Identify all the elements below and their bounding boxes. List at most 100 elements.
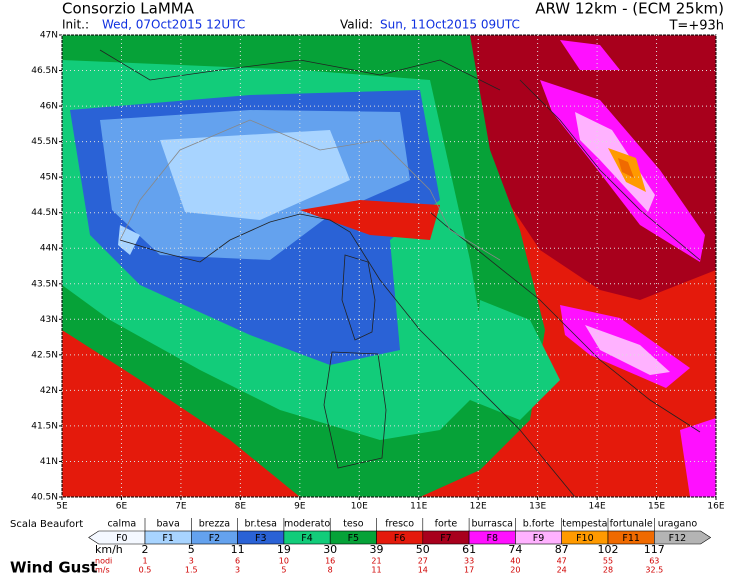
ms-value: 14 bbox=[418, 566, 428, 575]
gust-area bbox=[575, 112, 655, 212]
knots-value: 21 bbox=[371, 557, 381, 566]
ms-value: 32.5 bbox=[645, 566, 663, 575]
knots-value: 55 bbox=[603, 557, 613, 566]
lat-label: 41N bbox=[40, 457, 58, 467]
force-label: F8 bbox=[486, 533, 498, 544]
border-line bbox=[119, 119, 501, 261]
knots-value: 3 bbox=[189, 557, 194, 566]
lat-label: 44N bbox=[40, 244, 58, 254]
coastline bbox=[323, 351, 387, 469]
class-name: bava bbox=[157, 519, 180, 530]
gust-area bbox=[680, 418, 716, 497]
lead-time: T=+93h bbox=[668, 19, 724, 34]
knots-value: 16 bbox=[325, 557, 335, 566]
lon-label: 14E bbox=[589, 502, 606, 512]
valid-label: Valid: bbox=[340, 18, 373, 32]
class-name: uragano bbox=[658, 519, 698, 530]
class-name: forte bbox=[435, 519, 458, 530]
ms-value: 1.5 bbox=[185, 566, 198, 575]
coastline bbox=[429, 211, 701, 433]
kmh-value: 30 bbox=[323, 543, 337, 556]
ms-label: m/s bbox=[95, 566, 110, 575]
knots-label: nodi bbox=[95, 557, 112, 566]
coastline bbox=[519, 79, 701, 261]
lat-label: 42N bbox=[40, 386, 58, 396]
lon-label: 6E bbox=[116, 502, 128, 512]
kmh-value: 50 bbox=[416, 543, 430, 556]
knots-value: 6 bbox=[235, 557, 240, 566]
lon-label: 10E bbox=[351, 502, 368, 512]
force-label: F11 bbox=[622, 533, 640, 544]
lat-label: 47N bbox=[40, 31, 58, 41]
lat-label: 42.5N bbox=[31, 350, 58, 360]
gust-area bbox=[585, 325, 670, 375]
lon-label: 16E bbox=[707, 502, 724, 512]
scale-label: Scala Beaufort bbox=[10, 519, 83, 530]
gust-area bbox=[470, 300, 560, 420]
ms-value: 0.5 bbox=[139, 566, 152, 575]
knots-value: 27 bbox=[418, 557, 428, 566]
gust-area bbox=[620, 60, 716, 120]
kmh-value: 102 bbox=[598, 543, 619, 556]
ms-value: 8 bbox=[328, 566, 333, 575]
kmh-value: 5 bbox=[188, 543, 195, 556]
kmh-value: 39 bbox=[370, 543, 384, 556]
ms-value: 24 bbox=[557, 566, 567, 575]
lat-label: 46.5N bbox=[31, 66, 58, 76]
valid-date: Sun, 11Oct2015 09UTC bbox=[380, 18, 520, 32]
lon-label: 9E bbox=[294, 502, 306, 512]
map bbox=[59, 34, 717, 500]
knots-value: 1 bbox=[142, 557, 147, 566]
class-name: fortunale bbox=[610, 519, 653, 530]
class-name: brezza bbox=[199, 519, 230, 530]
class-name: calma bbox=[107, 519, 136, 530]
lat-label: 43N bbox=[40, 315, 58, 325]
lat-label: 45N bbox=[40, 173, 58, 183]
title: Consorzio LaMMA bbox=[62, 0, 195, 18]
map-frame bbox=[61, 34, 717, 498]
lat-label: 45.5N bbox=[31, 137, 58, 147]
class-name: br.tesa bbox=[245, 519, 277, 530]
lat-label: 44.5N bbox=[31, 208, 58, 218]
gust-area bbox=[618, 158, 634, 178]
kmh-label: km/h bbox=[95, 543, 123, 556]
class-name: tempesta bbox=[562, 519, 607, 530]
class-name: moderato bbox=[284, 519, 330, 530]
kmh-value: 2 bbox=[142, 543, 149, 556]
lat-label: 40.5N bbox=[31, 493, 58, 503]
ms-value: 3 bbox=[235, 566, 240, 575]
gust-area bbox=[430, 35, 716, 300]
knots-value: 33 bbox=[464, 557, 474, 566]
class-name: teso bbox=[343, 519, 364, 530]
gust-area bbox=[160, 130, 350, 220]
init-label: Init.: bbox=[62, 18, 89, 32]
force-label: F3 bbox=[255, 533, 267, 544]
kmh-value: 117 bbox=[644, 543, 665, 556]
force-label: F7 bbox=[440, 533, 452, 544]
force-label: F9 bbox=[533, 533, 545, 544]
ms-value: 20 bbox=[510, 566, 520, 575]
knots-value: 47 bbox=[557, 557, 567, 566]
lon-label: 12E bbox=[470, 502, 487, 512]
kmh-value: 19 bbox=[277, 543, 291, 556]
kmh-value: 11 bbox=[231, 543, 245, 556]
force-label: F5 bbox=[348, 533, 360, 544]
force-label: F10 bbox=[576, 533, 594, 544]
lat-label: 46N bbox=[40, 102, 58, 112]
scale-box bbox=[653, 530, 712, 545]
init-date: Wed, 07Oct2015 12UTC bbox=[102, 18, 245, 32]
lon-label: 13E bbox=[529, 502, 546, 512]
coastline bbox=[341, 254, 376, 341]
ms-value: 5 bbox=[281, 566, 286, 575]
gust-area bbox=[560, 40, 620, 70]
kmh-value: 74 bbox=[508, 543, 522, 556]
knots-value: 40 bbox=[510, 557, 520, 566]
lon-label: 7E bbox=[175, 502, 187, 512]
coastline bbox=[229, 213, 576, 498]
force-label: F4 bbox=[301, 533, 313, 544]
lat-label: 41.5N bbox=[31, 421, 58, 431]
coastline bbox=[119, 239, 231, 263]
class-name: fresco bbox=[385, 519, 414, 530]
force-label: F2 bbox=[209, 533, 221, 544]
